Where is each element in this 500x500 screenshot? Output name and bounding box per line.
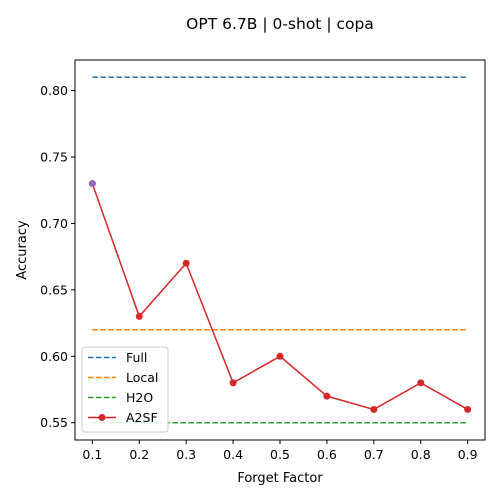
data-point-a2sf bbox=[370, 405, 378, 413]
y-tick-label: 0.55 bbox=[40, 415, 68, 430]
x-tick-label: 0.7 bbox=[364, 447, 384, 462]
x-tick-label: 0.9 bbox=[458, 447, 478, 462]
y-axis-label: Accuracy bbox=[15, 220, 30, 280]
data-point-a2sf bbox=[229, 379, 237, 387]
data-point-a2sf bbox=[135, 312, 143, 320]
x-tick-label: 0.1 bbox=[82, 447, 102, 462]
y-tick-label: 0.65 bbox=[40, 282, 68, 297]
data-point-a2sf bbox=[323, 392, 331, 400]
data-point-a2sf bbox=[464, 405, 472, 413]
data-point-a2sf bbox=[182, 259, 190, 267]
y-tick-label: 0.80 bbox=[40, 83, 68, 98]
y-tick-label: 0.70 bbox=[40, 216, 68, 231]
y-tick-label: 0.60 bbox=[40, 349, 68, 364]
y-axis: 0.55 0.60 0.65 0.70 0.75 0.80 bbox=[40, 83, 75, 430]
legend-label-h2o: H2O bbox=[126, 390, 153, 405]
x-tick-label: 0.2 bbox=[129, 447, 149, 462]
x-tick-label: 0.3 bbox=[176, 447, 196, 462]
legend-label-full: Full bbox=[126, 350, 147, 365]
x-axis: 0.1 0.2 0.3 0.4 0.5 0.6 0.7 0.8 0.9 bbox=[82, 440, 478, 462]
x-tick-label: 0.4 bbox=[223, 447, 243, 462]
data-point-a2sf bbox=[417, 379, 425, 387]
x-tick-label: 0.6 bbox=[317, 447, 337, 462]
chart-title: OPT 6.7B | 0-shot | copa bbox=[186, 15, 374, 33]
x-axis-label: Forget Factor bbox=[237, 471, 323, 486]
highlight-point bbox=[88, 180, 96, 188]
series-layer bbox=[88, 76, 472, 424]
data-point-a2sf bbox=[276, 352, 284, 360]
legend: Full Local H2O A2SF bbox=[81, 346, 169, 433]
legend-marker-a2sf bbox=[98, 414, 106, 421]
x-tick-label: 0.8 bbox=[411, 447, 431, 462]
x-tick-label: 0.5 bbox=[270, 447, 290, 462]
legend-box bbox=[81, 346, 169, 433]
y-tick-label: 0.75 bbox=[40, 149, 68, 164]
legend-label-local: Local bbox=[126, 370, 158, 385]
legend-label-a2sf: A2SF bbox=[126, 410, 158, 425]
